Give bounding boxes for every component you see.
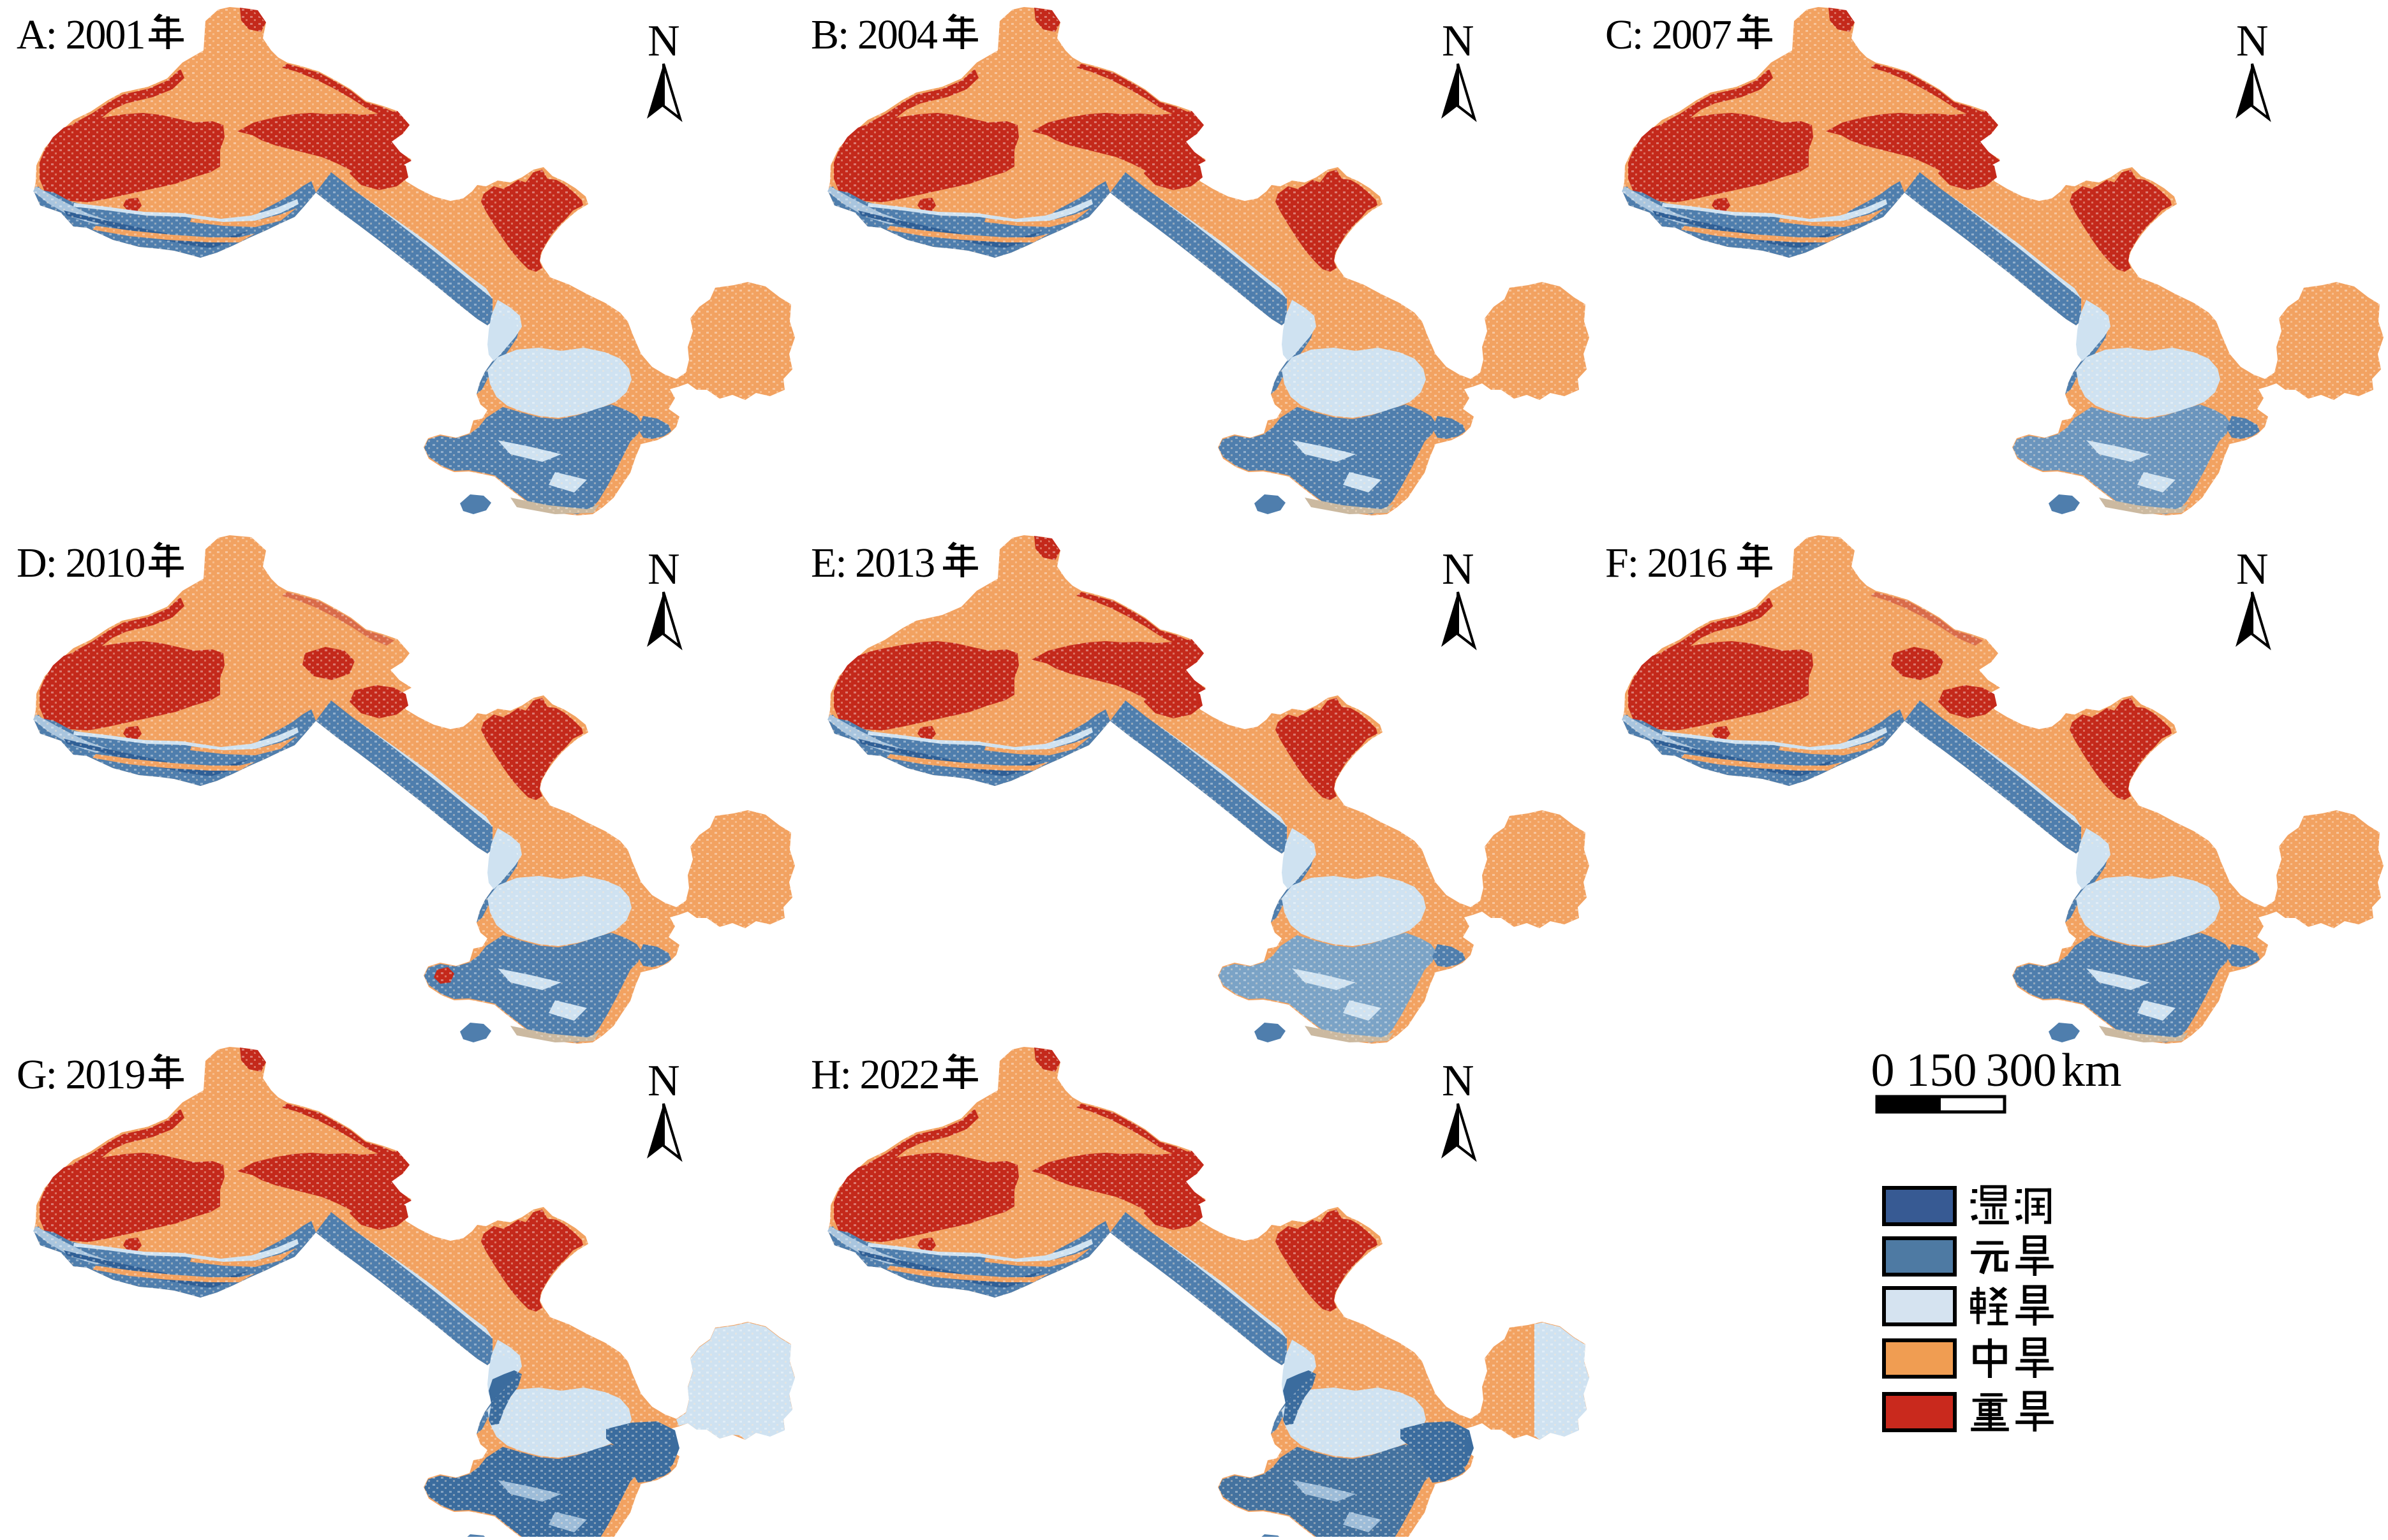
svg-text:km: km (2061, 1044, 2122, 1097)
svg-text:N: N (2236, 545, 2269, 594)
svg-text:N: N (1442, 545, 1474, 594)
svg-text:300: 300 (1986, 1044, 2057, 1097)
svg-text:N: N (2236, 17, 2269, 66)
svg-text:F: 2016: F: 2016 (1605, 540, 1727, 586)
svg-text:150: 150 (1906, 1044, 1977, 1097)
svg-text:D: 2010: D: 2010 (17, 540, 145, 586)
svg-text:N: N (1442, 17, 1474, 66)
svg-text:H: 2022: H: 2022 (811, 1051, 939, 1098)
svg-text:E: 2013: E: 2013 (811, 540, 934, 586)
svg-text:N: N (648, 545, 680, 594)
svg-text:N: N (648, 1056, 680, 1106)
svg-text:A: 2001: A: 2001 (17, 11, 145, 58)
svg-text:C: 2007: C: 2007 (1605, 11, 1732, 58)
svg-text:N: N (1442, 1056, 1474, 1106)
svg-text:0: 0 (1871, 1044, 1895, 1097)
svg-text:B: 2004: B: 2004 (811, 11, 937, 58)
svg-text:N: N (648, 17, 680, 66)
svg-text:G: 2019: G: 2019 (17, 1051, 145, 1098)
